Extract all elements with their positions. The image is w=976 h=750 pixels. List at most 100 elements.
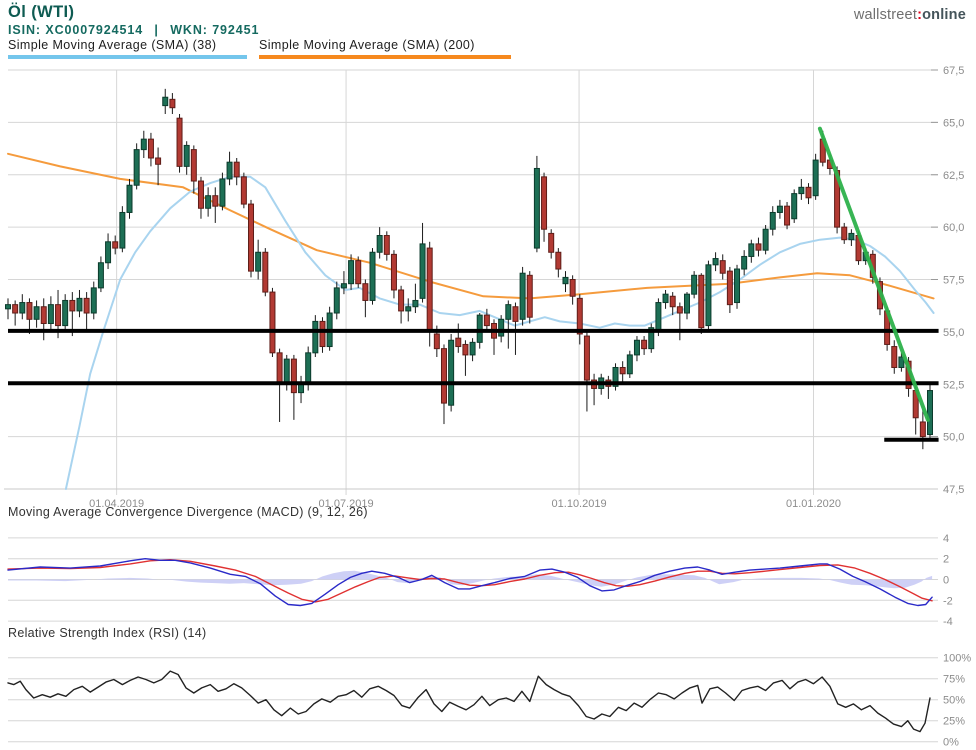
y-axis-label: 100% xyxy=(943,653,971,665)
legend-sma200[interactable]: Simple Moving Average (SMA) (200) xyxy=(259,38,511,59)
candle-body xyxy=(47,304,54,324)
y-axis-label: 4 xyxy=(943,533,949,545)
candle-body xyxy=(383,235,390,255)
candle-body xyxy=(90,287,97,314)
candle-body xyxy=(348,260,355,285)
rsi-chart[interactable]: 100% 75% 50% 25% 0% xyxy=(0,648,976,750)
candle-body xyxy=(183,144,190,167)
candle-body xyxy=(705,264,712,327)
candle-body xyxy=(776,205,783,213)
y-axis-label: 52,5 xyxy=(943,379,964,391)
candle-body xyxy=(362,283,369,301)
candle-body xyxy=(698,274,705,329)
candle-body xyxy=(69,299,76,312)
candle-body xyxy=(498,318,505,337)
y-axis-label: 57,5 xyxy=(943,275,964,287)
legend-sma38[interactable]: Simple Moving Average (SMA) (38) xyxy=(8,38,247,59)
candle-body xyxy=(569,279,576,297)
candle-body xyxy=(669,295,676,308)
isin-label: ISIN: xyxy=(8,23,41,37)
brand-colon: : xyxy=(917,7,923,23)
candle-body xyxy=(190,149,197,182)
page-title: Öl (WTI) xyxy=(8,3,75,21)
candle-body xyxy=(633,339,640,356)
candle-body xyxy=(848,232,855,241)
y-axis-label: 67,5 xyxy=(943,65,964,77)
brand-logo: wallstreet:online xyxy=(854,7,966,23)
candle-body xyxy=(126,184,133,213)
macd-line xyxy=(7,558,933,607)
macd-histogram xyxy=(8,570,933,589)
y-axis-label: 50,0 xyxy=(943,432,964,444)
candle-body xyxy=(798,186,805,195)
candle-body xyxy=(455,337,462,348)
candle-body xyxy=(440,348,447,404)
candle-body xyxy=(112,241,119,249)
y-axis-label: 75% xyxy=(943,674,965,686)
candle-body xyxy=(433,333,440,350)
candle-body xyxy=(741,255,748,270)
candle-body xyxy=(248,203,255,272)
rsi-gridlines: 100% 75% 50% 25% 0% xyxy=(8,653,971,749)
y-axis-label: 55,0 xyxy=(943,327,964,339)
candle-body xyxy=(376,235,383,253)
candle-body xyxy=(140,138,147,151)
macd-title: Moving Average Convergence Divergence (M… xyxy=(8,505,368,519)
candle-body xyxy=(355,260,362,285)
candle-body xyxy=(805,186,812,199)
rsi-line xyxy=(7,670,931,733)
candle-body xyxy=(55,304,62,327)
macd-chart[interactable]: 4 2 0 -2 -4 xyxy=(0,530,976,628)
x-axis-label: 01.01.2020 xyxy=(786,498,841,508)
candle-body xyxy=(519,272,526,320)
candle-body xyxy=(748,243,755,257)
candle-body xyxy=(762,228,769,251)
candle-body xyxy=(390,253,397,291)
y-axis-label: 50% xyxy=(943,695,965,707)
candle-body xyxy=(676,306,683,314)
candle-body xyxy=(40,306,47,324)
candle-body xyxy=(62,299,69,327)
isin-value: XC0007924514 xyxy=(45,23,144,37)
y-axis-label: -4 xyxy=(943,616,953,628)
candle-body xyxy=(76,297,83,312)
candle-body xyxy=(197,180,204,209)
sma38-layer xyxy=(64,175,935,490)
y-axis-label: -2 xyxy=(943,595,953,607)
candle-body xyxy=(683,293,690,314)
candle-body xyxy=(105,241,112,264)
candle-body xyxy=(340,283,347,289)
candle-body xyxy=(240,176,247,205)
x-axis-label: 01.07.2019 xyxy=(319,498,374,508)
y-axis-label: 65,0 xyxy=(943,117,964,129)
candle-body xyxy=(734,268,741,304)
isin-wkn-line: ISIN: XC0007924514 | WKN: 792451 xyxy=(8,23,259,37)
wkn-value: 792451 xyxy=(212,23,260,37)
candle-body xyxy=(426,247,433,333)
candle-body xyxy=(33,306,40,320)
sma200-line xyxy=(7,152,935,300)
candle-body xyxy=(812,159,819,197)
trendline xyxy=(817,126,930,422)
candle-body xyxy=(541,176,548,230)
candle-body xyxy=(927,390,933,436)
candle-body xyxy=(147,138,154,159)
candle-body xyxy=(5,304,11,310)
candle-body xyxy=(784,205,791,226)
candle-body xyxy=(662,293,669,304)
price-chart[interactable]: 67,5 65,0 62,5 60,0 57,5 55,0 52,5 50,0 47,5 01.0… xyxy=(0,62,976,508)
candle-body xyxy=(319,320,326,348)
y-axis-label: 0 xyxy=(943,575,949,587)
candle-body xyxy=(169,98,176,109)
candle-body xyxy=(562,276,569,285)
candle-body xyxy=(19,302,26,314)
candle-body xyxy=(612,366,619,387)
y-axis-label: 0% xyxy=(943,737,959,749)
candle-body xyxy=(305,352,312,385)
candle-body xyxy=(583,335,590,381)
sma38-line xyxy=(64,175,935,490)
candle-body xyxy=(648,327,655,350)
y-axis-label: 60,0 xyxy=(943,222,964,234)
candle-body xyxy=(891,346,898,368)
